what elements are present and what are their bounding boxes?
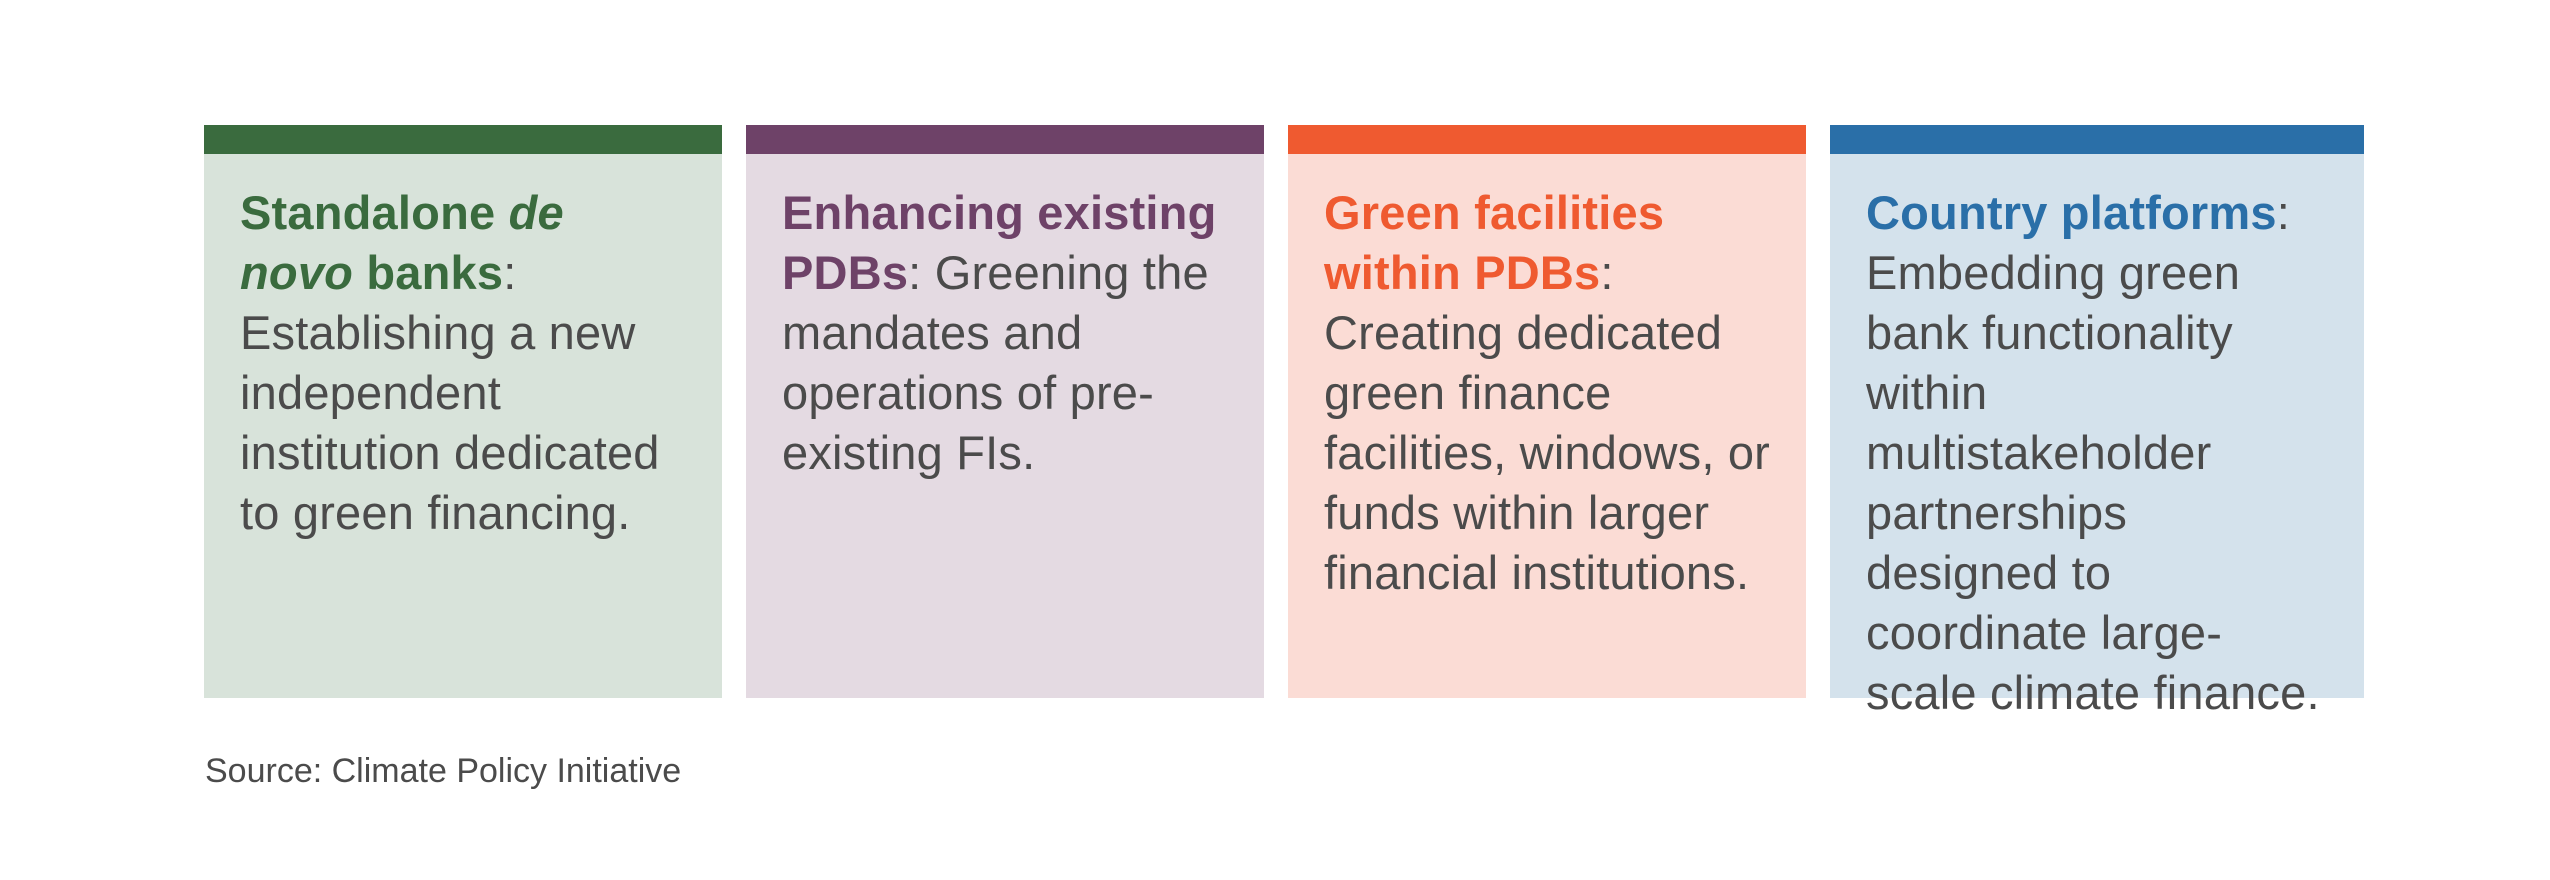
card-body: Creating dedicated green finance facilit… xyxy=(1324,306,1771,599)
card-body: Establishing a new independent instituti… xyxy=(240,306,660,539)
card-enhancing-pdbs: Enhancing existing PDBs: Greening the ma… xyxy=(746,125,1264,698)
card-text: Enhancing existing PDBs: Greening the ma… xyxy=(746,154,1264,483)
source-caption: Source: Climate Policy Initiative xyxy=(205,752,682,790)
card-text: Country platforms: Embedding green bank … xyxy=(1830,154,2364,723)
card-body: Embedding green bank functionality withi… xyxy=(1866,246,2320,719)
card-body: Greening the mandates and operations of … xyxy=(782,246,1209,479)
card-color-bar xyxy=(204,125,722,154)
cards-row: Standalone de novo banks: Establishing a… xyxy=(204,125,2364,719)
card-title: Green facilities within PDBs xyxy=(1324,186,1665,299)
card-separator: : xyxy=(1600,246,1614,299)
card-separator: : xyxy=(2276,186,2291,239)
card-text: Green facilities within PDBs: Creating d… xyxy=(1288,154,1806,603)
card-color-bar xyxy=(1830,125,2364,154)
card-country-platforms: Country platforms: Embedding green bank … xyxy=(1830,125,2364,719)
card-text: Standalone de novo banks: Establishing a… xyxy=(204,154,722,543)
card-separator: : xyxy=(503,246,517,299)
card-color-bar xyxy=(746,125,1264,154)
card-green-facilities: Green facilities within PDBs: Creating d… xyxy=(1288,125,1806,698)
card-separator: : xyxy=(908,246,922,299)
card-title: Standalone de novo banks xyxy=(240,186,564,299)
card-standalone-banks: Standalone de novo banks: Establishing a… xyxy=(204,125,722,698)
card-title: Enhancing existing PDBs xyxy=(782,186,1217,299)
card-color-bar xyxy=(1288,125,1806,154)
card-title: Country platforms xyxy=(1866,186,2277,239)
